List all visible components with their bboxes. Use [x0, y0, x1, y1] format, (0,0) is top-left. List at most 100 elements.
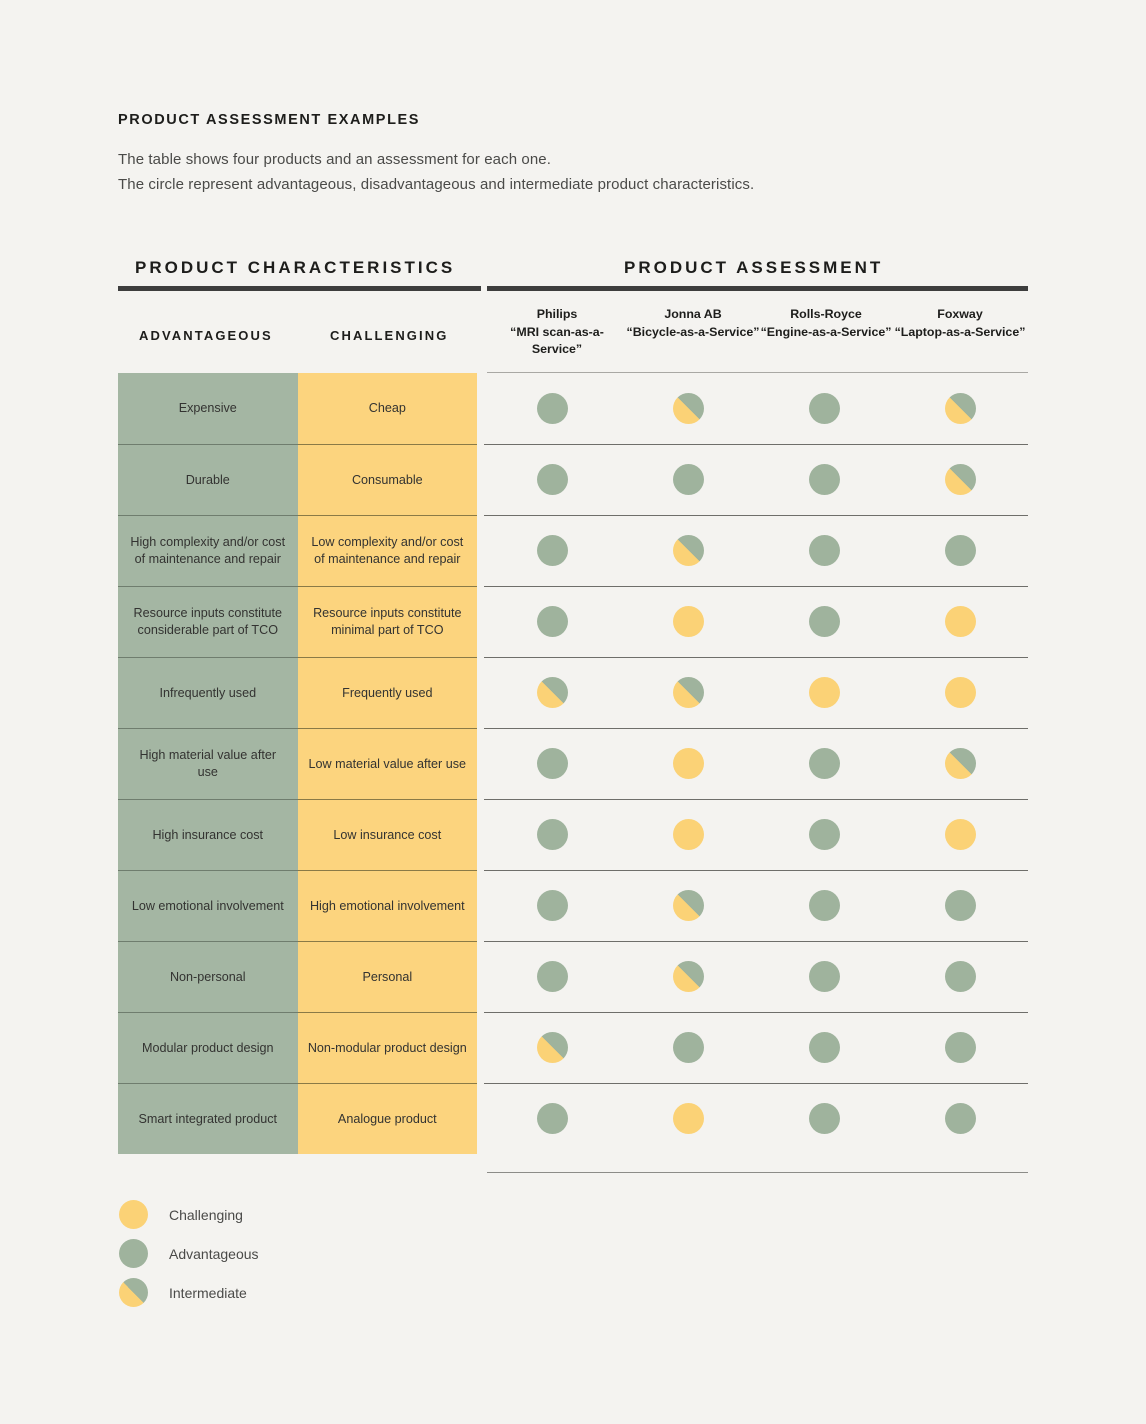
assessment-advantageous-icon	[944, 1032, 976, 1063]
assessment-advantageous-icon	[536, 606, 568, 637]
assessment-zone	[484, 444, 1028, 515]
product-service-name: “Engine-as-a-Service”	[760, 324, 892, 339]
intro-line-1: The table shows four products and an ass…	[118, 151, 552, 168]
assessment-zone	[484, 373, 1028, 444]
assessment-advantageous-icon	[944, 961, 976, 992]
cell-challenging: Analogue product	[297, 1083, 478, 1154]
assessment-intermediate-icon	[672, 535, 704, 566]
legend-item: Intermediate	[119, 1273, 259, 1312]
legend-label: Intermediate	[169, 1284, 247, 1301]
assessment-advantageous-icon	[536, 819, 568, 850]
assessment-intermediate-icon	[672, 961, 704, 992]
assessment-cell	[892, 1103, 1028, 1134]
assessment-cell	[620, 393, 756, 424]
cell-advantageous: Non-personal	[118, 941, 298, 1012]
product-column-header: Philips “MRI scan-as-a-Service”	[489, 306, 625, 359]
cell-advantageous: Resource inputs constitute considerable …	[118, 586, 298, 657]
legend: Challenging Advantageous Intermediate	[119, 1195, 259, 1312]
assessment-advantageous-icon	[808, 961, 840, 992]
column-gap	[477, 799, 484, 870]
assessment-cell	[756, 961, 892, 992]
assessment-advantageous-icon	[536, 961, 568, 992]
assessment-intermediate-icon	[944, 748, 976, 779]
assessment-cell	[756, 890, 892, 921]
assessment-cell	[484, 961, 620, 992]
assessment-cell	[484, 1103, 620, 1134]
legend-challenging-icon	[119, 1200, 148, 1229]
assessment-cell	[892, 819, 1028, 850]
section-heading-product-assessment: PRODUCT ASSESSMENT	[624, 258, 884, 277]
cell-advantageous: Durable	[118, 444, 298, 515]
cell-advantageous: Modular product design	[118, 1012, 298, 1083]
assessment-advantageous-icon	[536, 535, 568, 566]
assessment-zone	[484, 728, 1028, 799]
assessment-advantageous-icon	[944, 890, 976, 921]
cell-advantageous: High complexity and/or cost of maintenan…	[118, 515, 298, 586]
cell-challenging: Low material value after use	[297, 728, 478, 799]
assessment-cell	[620, 535, 756, 566]
assessment-zone	[484, 1012, 1028, 1083]
assessment-cell	[484, 890, 620, 921]
cell-advantageous: Infrequently used	[118, 657, 298, 728]
assessment-zone	[484, 586, 1028, 657]
column-gap	[477, 1083, 484, 1154]
page-title: PRODUCT ASSESSMENT EXAMPLES	[118, 112, 421, 128]
assessment-intermediate-icon	[536, 1032, 568, 1063]
assessment-challenging-icon	[808, 677, 840, 708]
assessment-cell	[756, 464, 892, 495]
assessment-cell	[892, 464, 1028, 495]
assessment-cell	[484, 606, 620, 637]
assessment-cell	[484, 393, 620, 424]
column-header-advantageous: ADVANTAGEOUS	[139, 328, 273, 343]
column-gap	[477, 728, 484, 799]
column-gap	[477, 586, 484, 657]
assessment-cell	[756, 393, 892, 424]
assessment-cell	[756, 606, 892, 637]
section-heading-product-characteristics: PRODUCT CHARACTERISTICS	[135, 258, 456, 277]
assessment-cell	[892, 606, 1028, 637]
table-row: Low emotional involvement High emotional …	[118, 870, 1028, 941]
assessment-zone	[484, 1083, 1028, 1154]
cell-advantageous: Low emotional involvement	[118, 870, 298, 941]
assessment-advantageous-icon	[808, 748, 840, 779]
assessment-challenging-icon	[672, 748, 704, 779]
product-service-name: “MRI scan-as-a-Service”	[510, 324, 604, 357]
assessment-cell	[620, 606, 756, 637]
assessment-advantageous-icon	[808, 606, 840, 637]
assessment-challenging-icon	[944, 606, 976, 637]
assessment-cell	[620, 961, 756, 992]
assessment-cell	[484, 464, 620, 495]
assessment-challenging-icon	[672, 819, 704, 850]
column-gap	[477, 657, 484, 728]
product-company-name: Rolls-Royce	[790, 307, 862, 321]
assessment-intermediate-icon	[944, 464, 976, 495]
cell-challenging: Personal	[297, 941, 478, 1012]
table-row: Durable Consumable	[118, 444, 1028, 515]
column-gap	[477, 373, 484, 444]
assessment-cell	[892, 961, 1028, 992]
legend-intermediate-icon	[119, 1278, 148, 1307]
cell-advantageous: Expensive	[118, 373, 298, 444]
assessment-cell	[484, 535, 620, 566]
product-company-name: Philips	[536, 307, 578, 321]
assessment-challenging-icon	[672, 1103, 704, 1134]
assessment-cell	[756, 677, 892, 708]
assessment-cell	[892, 677, 1028, 708]
assessment-cell	[484, 677, 620, 708]
intro-line-2: The circle represent advantageous, disad…	[118, 176, 755, 193]
cell-advantageous: High material value after use	[118, 728, 298, 799]
assessment-cell	[620, 464, 756, 495]
table-row: High insurance cost Low insurance cost	[118, 799, 1028, 870]
cell-challenging: Frequently used	[297, 657, 478, 728]
assessment-cell	[620, 748, 756, 779]
assessment-zone	[484, 515, 1028, 586]
table-row: Non-personal Personal	[118, 941, 1028, 1012]
assessment-cell	[892, 535, 1028, 566]
assessment-cell	[756, 1032, 892, 1063]
assessment-cell	[620, 1032, 756, 1063]
assessment-zone	[484, 657, 1028, 728]
assessment-advantageous-icon	[536, 393, 568, 424]
table-row: Expensive Cheap	[118, 373, 1028, 444]
legend-label: Challenging	[169, 1206, 243, 1223]
product-service-name: “Laptop-as-a-Service”	[894, 324, 1026, 339]
